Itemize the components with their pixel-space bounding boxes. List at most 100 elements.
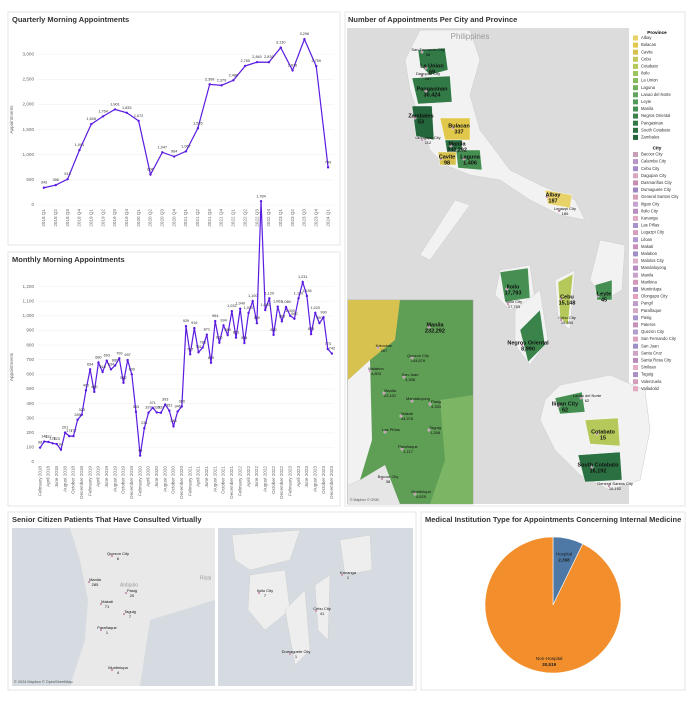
slice-label: Hospital xyxy=(556,552,573,557)
map-point xyxy=(288,652,292,656)
y-tick-label: 1,000 xyxy=(23,152,35,157)
x-tick-label: April 2019 xyxy=(96,466,101,487)
legend-label: Liloan xyxy=(641,237,653,242)
value-label: 201 xyxy=(62,426,68,430)
value-label: 140 xyxy=(41,435,47,439)
point xyxy=(201,346,204,349)
basemap-label: Antipolo xyxy=(120,582,138,588)
value-label: 875 xyxy=(308,327,314,331)
value-label: 343 xyxy=(41,181,47,185)
value-label: 2,839 xyxy=(264,55,274,59)
map-label: Iloilo xyxy=(507,284,520,290)
map-value: 38 xyxy=(386,479,391,484)
y-tick-label: 1,100 xyxy=(23,298,35,303)
point xyxy=(126,358,129,362)
map-title: Senior Citizen Patients That Have Consul… xyxy=(12,515,202,524)
map-label: La Union xyxy=(420,63,444,69)
value-label: 934 xyxy=(220,318,226,322)
map-value: 287 xyxy=(425,76,432,81)
value-label: 1,049 xyxy=(235,302,245,306)
map-value: 3,398 xyxy=(405,377,416,382)
map-point xyxy=(368,369,372,373)
point xyxy=(180,405,184,408)
x-tick-label: August 2022 xyxy=(262,466,267,492)
legend-label: San Fernando City xyxy=(641,336,677,341)
map-label: Bacoor City xyxy=(378,474,399,479)
x-tick-label: June 2021 xyxy=(204,466,209,488)
point xyxy=(149,173,152,176)
legend-label: Leyte xyxy=(641,99,652,104)
map-point xyxy=(557,404,561,408)
value-label: 680 xyxy=(95,356,101,360)
point xyxy=(66,177,69,181)
point xyxy=(280,320,284,323)
legend-swatch xyxy=(633,134,638,140)
map-point xyxy=(87,580,91,584)
legend-swatch xyxy=(633,113,638,119)
island xyxy=(314,574,331,641)
legend-swatch xyxy=(633,251,638,257)
value-label: 346 xyxy=(174,404,180,408)
x-tick-label: October 2019 xyxy=(121,466,126,494)
map-point xyxy=(590,465,594,469)
x-tick-label: October 2022 xyxy=(271,466,276,494)
point xyxy=(279,46,282,49)
value-label: 737 xyxy=(187,347,193,351)
legend-swatch xyxy=(633,343,638,349)
legend-label: Malabon xyxy=(641,251,658,256)
value-label: 990 xyxy=(320,310,326,314)
map-label: Parañaque xyxy=(97,625,117,630)
legend-label: Valladolid xyxy=(641,386,660,391)
map-value: 15 xyxy=(600,435,606,441)
value-label: 751 xyxy=(195,345,201,349)
value-label: 177 xyxy=(66,429,72,433)
map-label: Quezon City xyxy=(407,353,429,358)
point xyxy=(184,150,188,153)
map-value: 16,192 xyxy=(609,486,622,491)
legend-swatch xyxy=(633,365,638,370)
map-point xyxy=(410,399,414,403)
x-tick-label: 2020 Q1 xyxy=(136,209,141,227)
point xyxy=(267,61,271,64)
inset-region xyxy=(430,395,473,504)
y-tick-label: 300 xyxy=(26,415,34,420)
map-point xyxy=(559,297,563,301)
value-label: 634 xyxy=(108,362,114,366)
value-label: 816 xyxy=(216,336,222,340)
legend-label: Kananga xyxy=(641,216,658,221)
map-point xyxy=(579,396,583,400)
x-tick-label: June 2019 xyxy=(104,466,109,488)
point xyxy=(97,361,100,364)
x-tick-label: February 2019 xyxy=(87,466,92,496)
region xyxy=(411,75,453,105)
legend-label: South Cotabato xyxy=(641,127,671,132)
value-label: 1,608 xyxy=(87,117,97,121)
legend-swatch xyxy=(633,230,638,236)
x-tick-label: 2020 Q2 xyxy=(148,209,153,227)
point xyxy=(84,389,88,392)
legend-swatch xyxy=(633,159,638,165)
region xyxy=(577,451,623,483)
map-label: Cebu City xyxy=(313,606,331,611)
value-label: 660 xyxy=(112,359,118,363)
value-label: 2,676 xyxy=(288,63,298,67)
legend-title: Province xyxy=(647,30,667,35)
point xyxy=(101,370,104,374)
map-value: 7 xyxy=(129,614,132,619)
x-tick-label: June 2018 xyxy=(54,466,59,488)
map-point xyxy=(427,325,431,329)
map-label: Lanao del Norte xyxy=(573,393,602,398)
point xyxy=(276,305,279,308)
map-value: 267 xyxy=(381,348,388,353)
point xyxy=(43,440,46,443)
value-label: 693 xyxy=(104,354,110,358)
legend-label: Las Piñas xyxy=(641,223,659,228)
point xyxy=(251,300,254,303)
map-value: 4 xyxy=(117,670,120,675)
value-label: 1,784 xyxy=(256,194,266,198)
value-label: 323 xyxy=(79,408,85,412)
map-point xyxy=(559,318,563,322)
value-label: 851 xyxy=(233,331,239,335)
map-value: 285 xyxy=(92,582,99,587)
legend-label: Cebu City xyxy=(641,166,660,171)
